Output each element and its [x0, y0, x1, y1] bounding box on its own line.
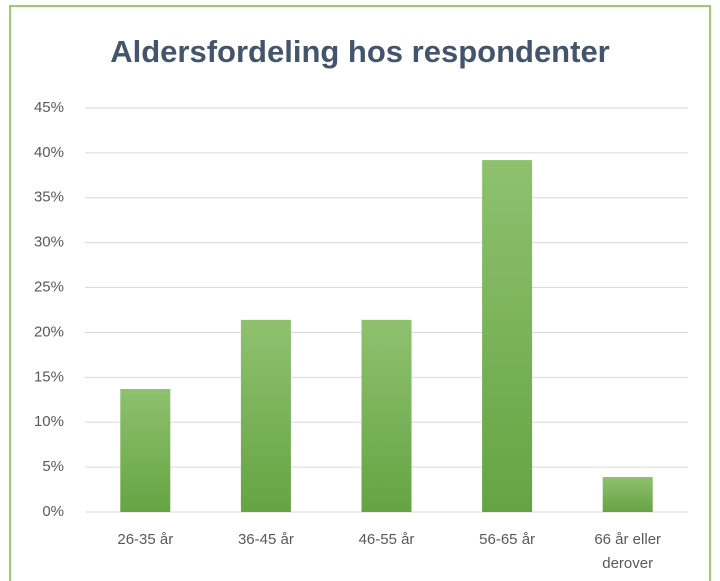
bar: [602, 476, 653, 512]
x-tick-label: 66 år eller derover: [594, 531, 662, 572]
y-tick-label: 30%: [34, 234, 64, 251]
y-tick-label: 20%: [34, 323, 64, 340]
x-tick-label: 56-65 år: [479, 531, 536, 548]
y-tick-label: 45%: [34, 99, 64, 116]
y-tick-label: 40%: [34, 144, 64, 161]
bar: [482, 160, 533, 512]
x-tick-label: 26-35 år: [117, 531, 174, 548]
y-tick-label: 15%: [34, 368, 64, 385]
bar: [361, 319, 412, 512]
y-tick-label: 10%: [34, 413, 64, 430]
x-tick-label: 36-45 år: [237, 531, 294, 548]
y-tick-label: 25%: [34, 279, 64, 296]
y-tick-label: 35%: [34, 189, 64, 206]
x-tick-label: 46-55 år: [358, 531, 415, 548]
chart-title: Aldersfordeling hos respondenter: [110, 34, 610, 69]
bar: [240, 319, 291, 512]
bar: [120, 389, 171, 512]
y-tick-label: 0%: [42, 503, 64, 520]
chart-border: [9, 5, 711, 581]
y-tick-label: 5%: [42, 458, 64, 475]
